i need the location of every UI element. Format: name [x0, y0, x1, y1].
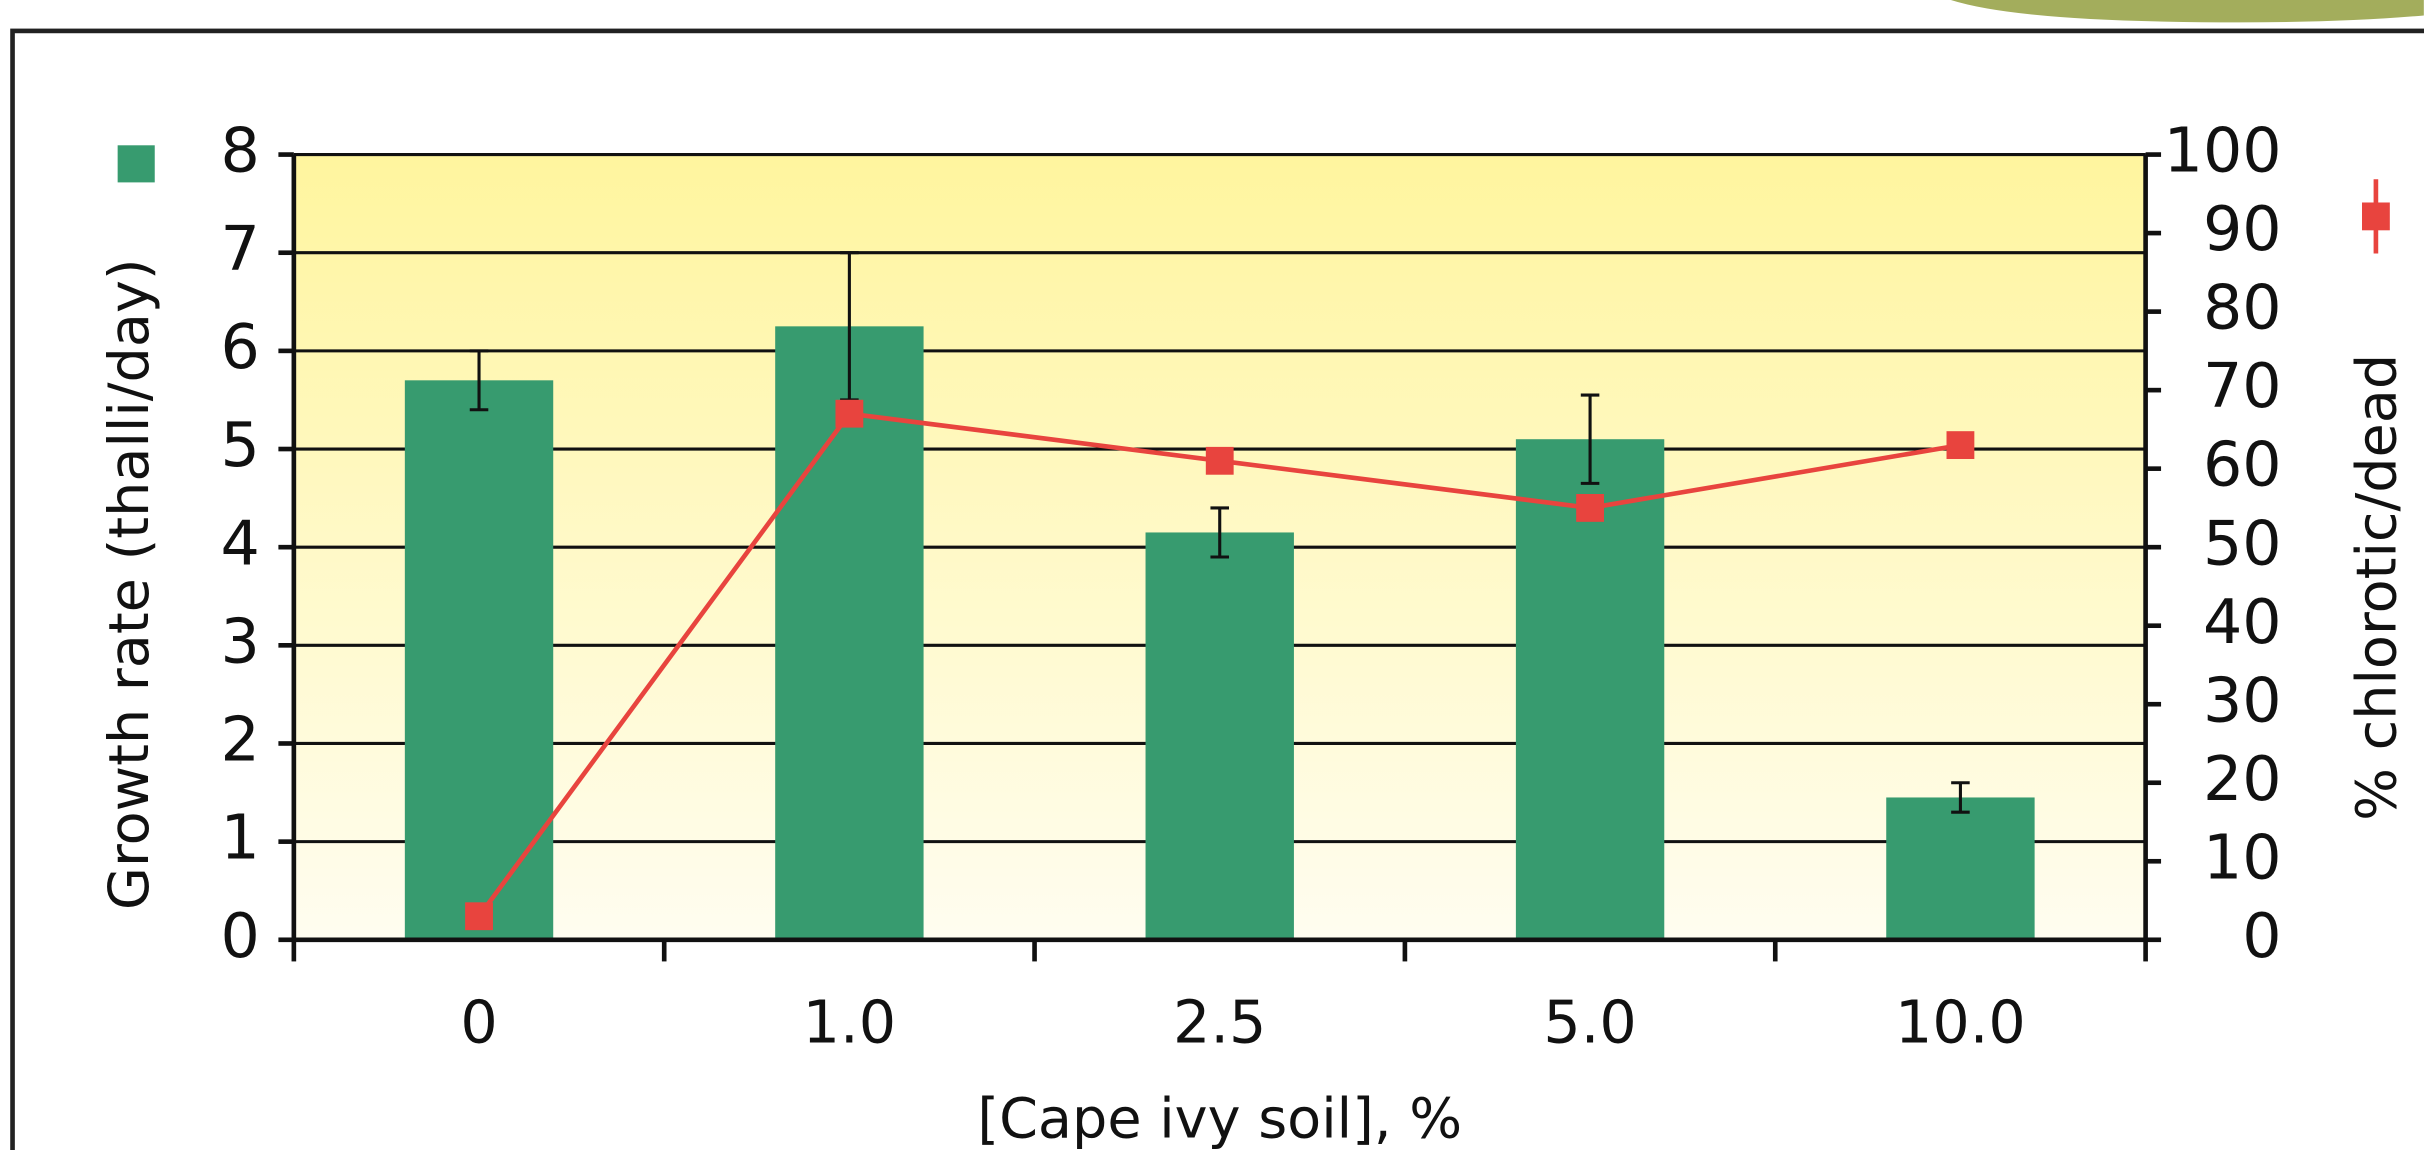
x-tick-label: 5.0	[1543, 987, 1636, 1056]
y2-tick-label: 70	[2203, 350, 2282, 422]
legend-marker	[2362, 202, 2390, 230]
page: {"chart_data": { "type": "bar", "x_label…	[0, 0, 2424, 1150]
point	[1206, 447, 1234, 475]
decoration	[1951, 0, 2424, 22]
point	[465, 902, 493, 930]
point	[1947, 431, 1975, 459]
x-tick-label: 0	[460, 987, 497, 1056]
y2-tick-label: 100	[2164, 115, 2282, 187]
y2-axis-title: % chlorotic/dead	[2345, 354, 2410, 821]
bar	[405, 380, 553, 939]
y2-tick-label: 10	[2203, 821, 2282, 893]
y-tick-label: 2	[221, 704, 260, 776]
x-tick-label: 2.5	[1173, 987, 1266, 1056]
y2-tick-label: 30	[2203, 664, 2282, 736]
y2-tick-label: 90	[2203, 193, 2282, 265]
legend-marker	[118, 145, 155, 182]
y2-tick-label: 50	[2203, 507, 2282, 579]
y2-tick-label: 60	[2203, 429, 2282, 501]
y-tick-label: 1	[221, 802, 260, 874]
chart: [Cape ivy soil], % Growth rate (thalli/d…	[0, 0, 2424, 1150]
y2-tick-label: 40	[2203, 586, 2282, 658]
point	[1576, 494, 1604, 522]
y-tick-label: 5	[221, 409, 260, 481]
y-tick-label: 4	[221, 507, 260, 579]
y-tick-label: 6	[221, 311, 260, 383]
y2-tick-label: 80	[2203, 272, 2282, 344]
y-axis-title: Growth rate (thalli/day)	[97, 258, 162, 910]
y-tick-label: 7	[221, 213, 260, 285]
y-tick-label: 3	[221, 605, 260, 677]
bar	[1146, 532, 1294, 939]
x-tick-label: 1.0	[803, 987, 896, 1056]
y-tick-label: 0	[221, 900, 260, 972]
y2-tick-label: 0	[2242, 900, 2281, 972]
y2-tick-label: 20	[2203, 743, 2282, 815]
x-tick-label: 10.0	[1895, 987, 2026, 1056]
x-axis-title: [Cape ivy soil], %	[977, 1086, 1462, 1150]
y-tick-label: 8	[221, 115, 260, 187]
point	[835, 400, 863, 428]
bar	[1886, 797, 2034, 939]
